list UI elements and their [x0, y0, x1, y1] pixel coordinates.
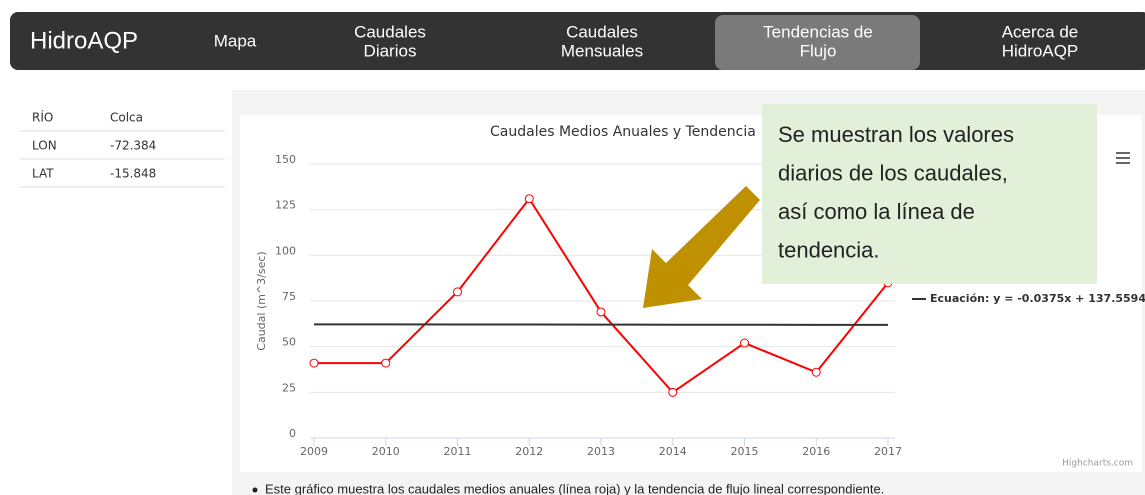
brand[interactable]: HidroAQP — [30, 27, 138, 54]
info-value: -72.384 — [110, 139, 156, 153]
y-tick-label: 100 — [275, 244, 296, 257]
nav-item[interactable]: Mapa — [214, 31, 257, 50]
nav-item[interactable]: Tendencias de — [763, 22, 873, 41]
info-value: -15.848 — [110, 167, 156, 181]
info-key: LON — [32, 139, 57, 153]
nav-item[interactable]: Diarios — [364, 41, 417, 60]
y-tick-label: 150 — [275, 153, 296, 166]
point-marker — [668, 387, 678, 397]
nav-active-bg — [715, 15, 920, 70]
point-marker — [381, 358, 391, 368]
y-tick-label: 125 — [275, 199, 296, 212]
x-tick-label: 2016 — [802, 445, 830, 458]
bullet — [252, 487, 258, 493]
nav-item[interactable]: Acerca de — [1002, 22, 1079, 41]
x-tick-label: 2012 — [515, 445, 543, 458]
x-tick-label: 2009 — [300, 445, 328, 458]
x-tick-label: 2010 — [372, 445, 400, 458]
x-tick-label: 2014 — [659, 445, 687, 458]
point-marker — [596, 307, 606, 317]
callout-box — [762, 104, 1097, 284]
chart-title: Caudales Medios Anuales y Tendencia — [490, 124, 756, 140]
nav-item[interactable]: Caudales — [354, 22, 426, 41]
info-key: RÍO — [32, 110, 53, 125]
callout-text: diarios de los caudales, — [778, 160, 1008, 185]
y-tick-label: 75 — [282, 290, 296, 303]
x-tick-label: 2013 — [587, 445, 615, 458]
info-value: Colca — [110, 111, 143, 125]
callout-text: tendencia. — [778, 237, 880, 262]
point-marker — [811, 367, 821, 377]
nav-item[interactable]: Caudales — [566, 22, 638, 41]
nav-item[interactable]: HidroAQP — [1002, 41, 1079, 60]
series-line — [313, 323, 889, 326]
callout-text: así como la línea de — [778, 199, 975, 224]
callout-text: Se muestran los valores — [778, 122, 1014, 147]
menu-icon[interactable] — [1116, 152, 1130, 164]
point-marker — [453, 287, 462, 297]
x-tick-label: 2011 — [444, 445, 472, 458]
x-tick-label: 2015 — [731, 445, 759, 458]
y-tick-label: 50 — [282, 336, 296, 349]
point-marker — [524, 194, 534, 204]
note: Este gráfico muestra los caudales medios… — [265, 481, 884, 495]
x-tick-label: 2017 — [874, 445, 902, 458]
legend-label[interactable]: Ecuación: y = -0.0375x + 137.5594 — [930, 292, 1145, 305]
arrow — [643, 186, 760, 308]
credits[interactable]: Highcharts.com — [1062, 459, 1133, 469]
point-marker — [740, 338, 749, 348]
y-axis-label: Caudal (m^3/sec) — [255, 251, 268, 350]
y-tick-label: 0 — [289, 427, 296, 440]
y-tick-label: 25 — [282, 381, 296, 394]
nav-item[interactable]: Mensuales — [561, 41, 643, 60]
point-marker — [309, 358, 319, 368]
info-key: LAT — [32, 167, 54, 181]
nav-item[interactable]: Flujo — [800, 41, 837, 60]
